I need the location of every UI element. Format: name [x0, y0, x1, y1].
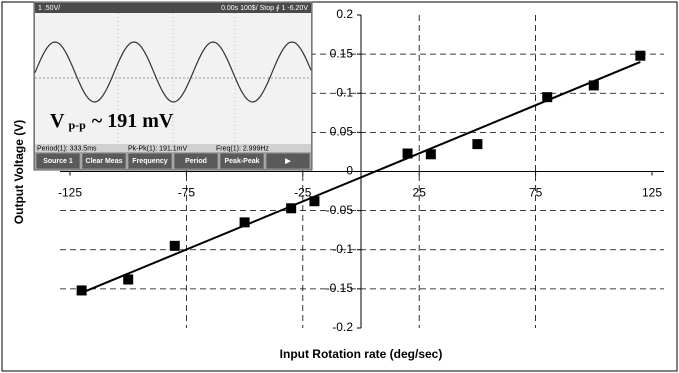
chart: 0.2 0.15 0.1 0.05 0 -0.05 -0.1 -0.15 -0.2 -125 -75…	[0, 0, 679, 373]
vpp-main: V	[50, 110, 65, 132]
scope-button-label: Clear Meas	[86, 158, 123, 165]
y-tick-label: 0.2	[336, 7, 353, 21]
x-tick-label: 125	[642, 186, 662, 200]
scope-button-label: Peak-Peak	[224, 158, 259, 165]
y-tick-label: -0.1	[332, 242, 353, 256]
x-tick-label: 75	[529, 186, 543, 200]
data-point	[542, 92, 552, 102]
x-tick-label: -75	[178, 186, 196, 200]
y-tick-label: 0.05	[330, 125, 354, 139]
y-tick-label: 0	[346, 164, 353, 178]
scope-scale: 1 .50V/	[38, 5, 60, 12]
data-point	[77, 285, 87, 295]
scope-button-label: ▶	[284, 158, 291, 165]
data-point	[240, 217, 250, 227]
scope-button-label: Frequency	[132, 158, 168, 165]
y-tick-label: 0.15	[330, 46, 354, 60]
vpp-rest: ~ 191 mV	[92, 110, 174, 132]
data-point	[403, 149, 413, 159]
x-tick-label: 25	[413, 186, 427, 200]
data-point	[309, 196, 319, 206]
data-point	[472, 139, 482, 149]
scope-button-label: Period	[185, 158, 207, 165]
x-tick-label: -125	[58, 186, 82, 200]
y-axis-title: Output Voltage (V)	[12, 120, 26, 224]
scope-status-text: Freq(1): 2.999Hz	[216, 145, 269, 152]
data-point	[123, 274, 133, 284]
y-tick-label: -0.2	[332, 320, 353, 334]
data-point	[589, 80, 599, 90]
x-axis-title: Input Rotation rate (deg/sec)	[280, 347, 443, 361]
data-point	[635, 51, 645, 61]
y-tick-label: 0.1	[336, 85, 353, 99]
scope-button-label: Source 1	[43, 158, 73, 165]
x-tick-label: -25	[294, 186, 312, 200]
scope-timebase: 0.00s 100$/ Stop ∮ 1 -6.20V	[221, 4, 308, 12]
data-point	[426, 149, 436, 159]
scope-status-text: Pk-Pk(1): 191.1mV	[128, 145, 187, 152]
data-point	[286, 203, 296, 213]
y-tick-label: -0.15	[326, 281, 354, 295]
data-point	[170, 241, 180, 251]
scope-status: Period(1): 333.5ms Pk-Pk(1): 191.1mV Freq(…	[37, 145, 269, 152]
y-tick-label: -0.05	[326, 203, 354, 217]
scope-status-text: Period(1): 333.5ms	[37, 145, 97, 152]
vpp-sub: p-p	[68, 118, 86, 132]
